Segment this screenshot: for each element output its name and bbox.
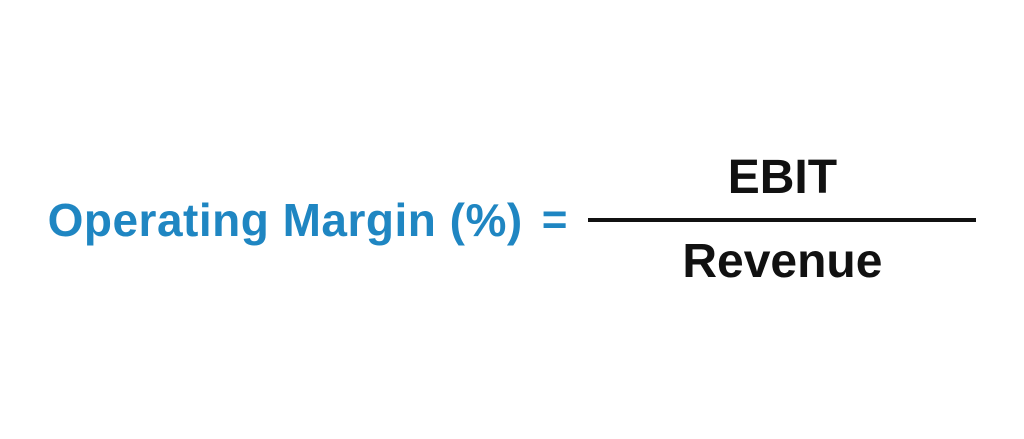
fraction-denominator: Revenue [682, 235, 883, 288]
equals-sign: = [541, 195, 568, 244]
fraction-bar [588, 218, 977, 222]
formula-lhs-label: Operating Margin (%) [47, 194, 523, 246]
fraction: EBIT Revenue [588, 151, 977, 288]
fraction-numerator: EBIT [727, 151, 838, 204]
operating-margin-formula: Operating Margin (%) = EBIT Revenue [48, 154, 977, 286]
